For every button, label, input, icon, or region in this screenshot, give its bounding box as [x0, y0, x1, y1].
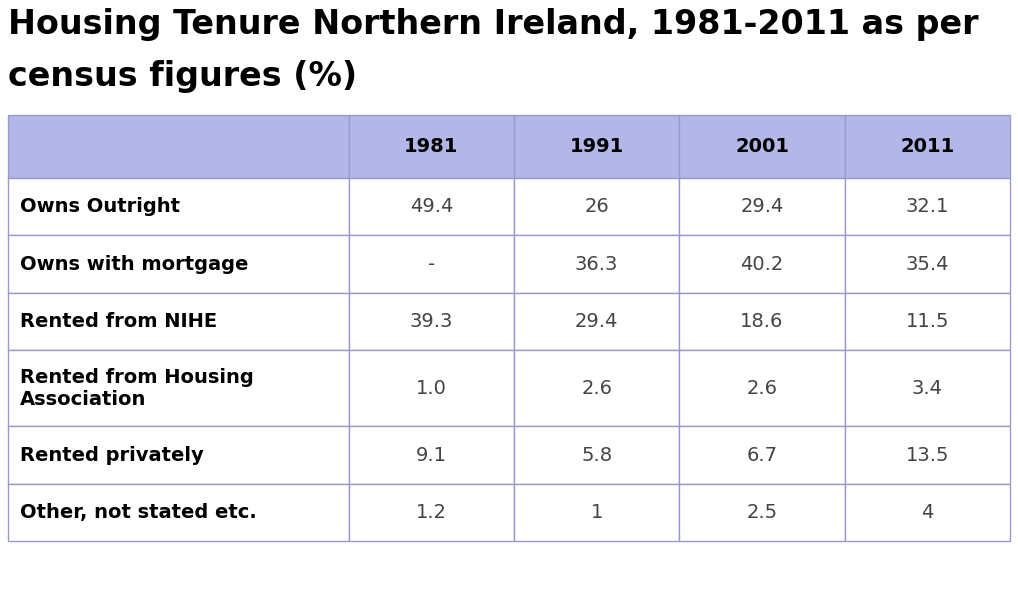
Bar: [679, 426, 845, 484]
Text: 1991: 1991: [569, 137, 624, 156]
Bar: [845, 350, 1010, 426]
Bar: [349, 178, 514, 236]
Text: 3.4: 3.4: [912, 379, 943, 398]
Text: 2.5: 2.5: [746, 503, 778, 522]
Text: Rented from NIHE: Rented from NIHE: [20, 312, 217, 331]
Bar: [8, 293, 349, 350]
Text: 1.2: 1.2: [415, 503, 447, 522]
Bar: [679, 115, 845, 178]
Text: 35.4: 35.4: [906, 254, 949, 274]
Bar: [845, 426, 1010, 484]
Text: Rented from Housing
Association: Rented from Housing Association: [20, 368, 253, 409]
Text: 40.2: 40.2: [740, 254, 784, 274]
Text: 18.6: 18.6: [740, 312, 784, 331]
Text: Owns with mortgage: Owns with mortgage: [20, 254, 248, 274]
Text: 1.0: 1.0: [416, 379, 447, 398]
Text: 5.8: 5.8: [581, 446, 612, 465]
Bar: [8, 426, 349, 484]
Bar: [514, 178, 679, 236]
Bar: [8, 115, 349, 178]
Text: 2011: 2011: [900, 137, 955, 156]
Text: 2.6: 2.6: [746, 379, 778, 398]
Bar: [845, 115, 1010, 178]
Text: Housing Tenure Northern Ireland, 1981-2011 as per: Housing Tenure Northern Ireland, 1981-20…: [8, 8, 978, 41]
Bar: [8, 236, 349, 293]
Bar: [349, 115, 514, 178]
Text: 36.3: 36.3: [575, 254, 618, 274]
Text: 13.5: 13.5: [906, 446, 949, 465]
Text: 9.1: 9.1: [415, 446, 447, 465]
Bar: [679, 350, 845, 426]
Bar: [349, 426, 514, 484]
Text: 29.4: 29.4: [740, 197, 784, 216]
Bar: [8, 178, 349, 236]
Text: census figures (%): census figures (%): [8, 60, 357, 93]
Text: 1: 1: [590, 503, 603, 522]
Bar: [8, 350, 349, 426]
Bar: [8, 484, 349, 541]
Bar: [349, 293, 514, 350]
Text: 2001: 2001: [735, 137, 789, 156]
Bar: [349, 350, 514, 426]
Text: 49.4: 49.4: [409, 197, 453, 216]
Bar: [514, 115, 679, 178]
Bar: [349, 236, 514, 293]
Text: 6.7: 6.7: [746, 446, 778, 465]
Bar: [514, 236, 679, 293]
Text: 2.6: 2.6: [581, 379, 612, 398]
Text: 11.5: 11.5: [906, 312, 949, 331]
Text: 32.1: 32.1: [906, 197, 949, 216]
Text: 39.3: 39.3: [409, 312, 453, 331]
Bar: [349, 484, 514, 541]
Text: Rented privately: Rented privately: [20, 446, 204, 465]
Text: 1981: 1981: [404, 137, 458, 156]
Bar: [514, 350, 679, 426]
Bar: [679, 236, 845, 293]
Text: 4: 4: [921, 503, 934, 522]
Text: Owns Outright: Owns Outright: [20, 197, 180, 216]
Bar: [514, 426, 679, 484]
Bar: [845, 236, 1010, 293]
Text: -: -: [428, 254, 435, 274]
Bar: [845, 484, 1010, 541]
Bar: [514, 293, 679, 350]
Text: Other, not stated etc.: Other, not stated etc.: [20, 503, 257, 522]
Bar: [679, 178, 845, 236]
Text: 29.4: 29.4: [575, 312, 618, 331]
Bar: [845, 178, 1010, 236]
Bar: [679, 484, 845, 541]
Bar: [679, 293, 845, 350]
Bar: [514, 484, 679, 541]
Text: 26: 26: [584, 197, 609, 216]
Bar: [845, 293, 1010, 350]
